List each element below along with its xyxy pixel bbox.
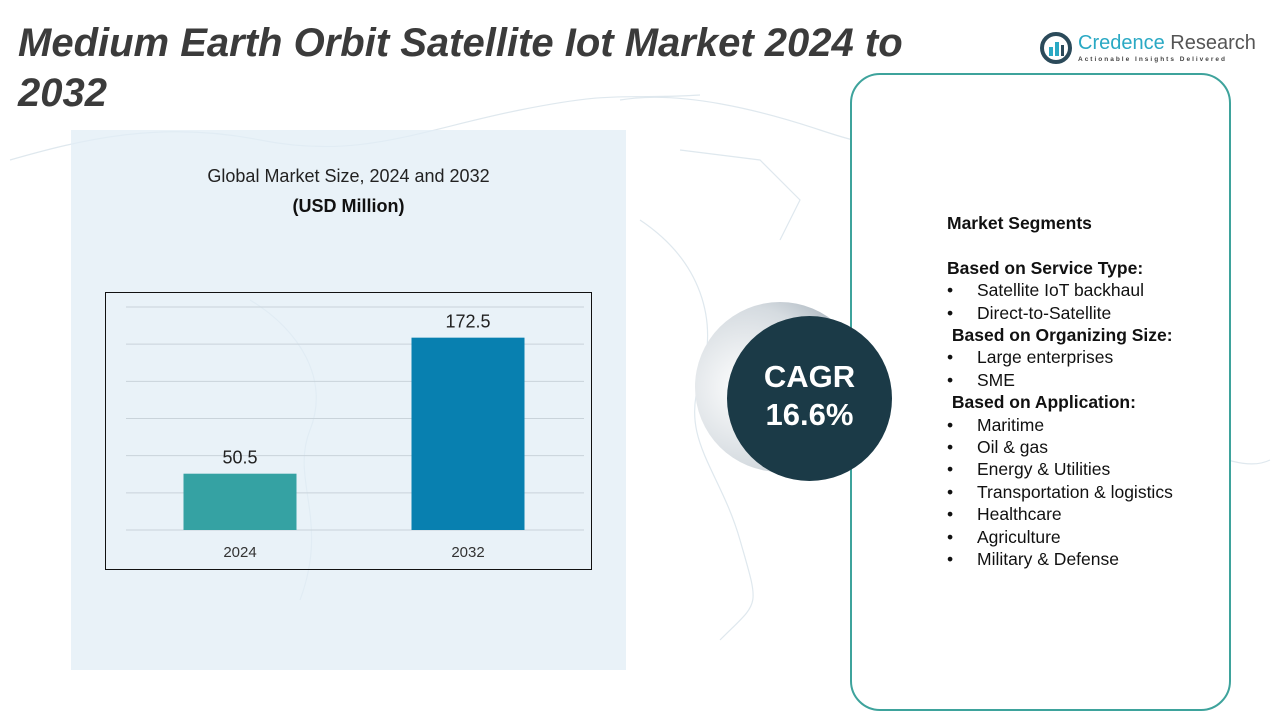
segment-item-label: Agriculture [977, 526, 1061, 547]
cagr-value: 16.6% [765, 397, 854, 432]
segment-group-title: Based on Organizing Size: [947, 325, 1173, 346]
bullet-icon: • [947, 437, 954, 458]
segment-item-label: Oil & gas [977, 437, 1048, 458]
page-title: Medium Earth Orbit Satellite Iot Market … [18, 21, 903, 115]
chart-title: Global Market Size, 2024 and 2032 [207, 166, 490, 186]
segment-item-label: Maritime [977, 414, 1045, 435]
segment-item: • Agriculture [947, 526, 1173, 548]
segment-group-title: Based on Application: [947, 392, 1136, 413]
bullet-icon: • [947, 414, 954, 435]
logo-brand: Credence [1078, 32, 1165, 54]
segment-item-label: Military & Defense [977, 549, 1119, 570]
bullet-icon: • [947, 369, 954, 390]
chart-frame: 50.5 2024 172.5 2032 [105, 292, 592, 570]
bar-2024 [183, 473, 297, 530]
bar-2032 [411, 337, 525, 530]
bullet-icon: • [947, 549, 954, 570]
segment-item-label: Healthcare [977, 504, 1062, 525]
bullet-icon: • [947, 504, 954, 525]
segment-item: • Healthcare [947, 503, 1173, 525]
segment-item-label: Satellite IoT backhaul [977, 280, 1145, 301]
bullet-icon: • [947, 526, 954, 547]
chart-panel [71, 130, 626, 670]
segment-item: • Military & Defense [947, 548, 1173, 570]
segment-item: • SME [947, 369, 1173, 391]
segment-item: • Direct-to-Satellite [947, 302, 1173, 324]
market-segments: Market Segments Based on Service Type: • S… [947, 212, 1173, 571]
logo-brand-2: Research [1164, 32, 1256, 54]
data-label: 50.5 [222, 448, 257, 468]
cagr-label: CAGR [763, 359, 856, 394]
segment-item: • Energy & Utilities [947, 458, 1173, 480]
segment-item: • Oil & gas [947, 436, 1173, 458]
data-label: 172.5 [445, 312, 490, 332]
cagr-badge: CAGR 16.6% [727, 316, 892, 481]
segment-item: • Satellite IoT backhaul [947, 279, 1173, 301]
segment-item-label: Direct-to-Satellite [977, 302, 1112, 323]
bullet-icon: • [947, 280, 954, 301]
segment-item: • Maritime [947, 414, 1173, 436]
bullet-icon: • [947, 347, 954, 368]
bar-chart: 50.5 2024 172.5 2032 [126, 306, 584, 561]
segment-item: • Transportation & logistics [947, 481, 1173, 503]
segment-item-label: Large enterprises [977, 347, 1114, 368]
segment-item-label: Transportation & logistics [977, 481, 1173, 502]
segment-item: • Large enterprises [947, 346, 1173, 368]
logo-tagline: Actionable Insights Delivered [1078, 56, 1228, 63]
chart-unit: (USD Million) [292, 196, 405, 216]
x-tick-label: 2032 [451, 544, 484, 561]
bullet-icon: • [947, 302, 954, 323]
bullet-icon: • [947, 459, 954, 480]
segments-heading: Market Segments [947, 213, 1092, 233]
segment-item-label: Energy & Utilities [977, 459, 1111, 480]
segment-group-title: Based on Service Type: [947, 257, 1144, 278]
x-tick-label: 2024 [223, 544, 256, 561]
segments-panel [850, 73, 1231, 711]
segment-item-label: SME [977, 369, 1015, 390]
logo-chart-icon [1040, 32, 1072, 64]
credence-research-logo: Credence Research Actionable Insights De… [1040, 30, 1256, 72]
bullet-icon: • [947, 481, 954, 502]
